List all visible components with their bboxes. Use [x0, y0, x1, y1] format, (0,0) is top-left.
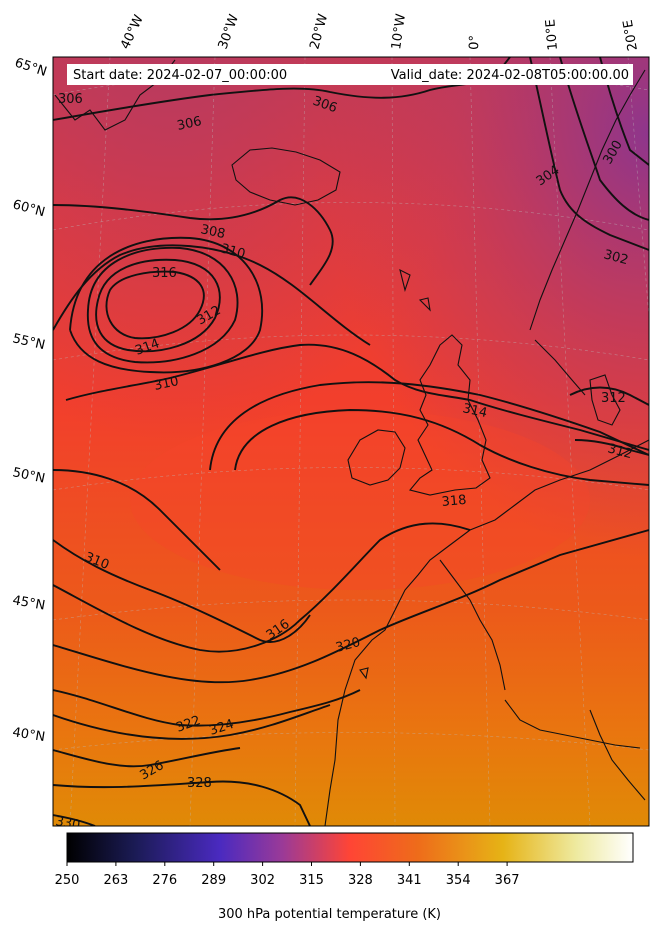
contour-label: 328	[187, 776, 212, 791]
colorbar-tick-label: 289	[201, 873, 226, 888]
contour-label: 330	[54, 814, 81, 833]
map-frame	[52, 56, 650, 827]
lat-label-60n: 60°N	[11, 197, 47, 220]
colorbar-tick-label: 341	[397, 873, 422, 888]
contour-label: 320	[334, 635, 362, 656]
colorbar-ticks: 250 263 276 289 302 315 328 341 354 367	[55, 862, 520, 888]
temperature-field	[53, 57, 649, 826]
contour-label: 318	[441, 493, 467, 510]
start-date-text: Start date: 2024-02-07_00:00:00	[73, 68, 287, 83]
norway-coast	[529, 69, 646, 331]
ireland-coast	[347, 429, 406, 486]
colorbar-title: 300 hPa potential temperature (K)	[217, 907, 441, 922]
colorbar-tick-label: 250	[55, 873, 80, 888]
contour-label: 310	[219, 241, 247, 262]
graticule	[53, 57, 649, 826]
colorbar-tick-label: 263	[103, 873, 128, 888]
longitude-labels: 40°W 30°W 20°W 10°W 0° 10°E 20°E	[118, 12, 641, 52]
contour-316-closed	[105, 270, 205, 340]
valid-date-text: Valid_date: 2024-02-08T05:00:00.00	[391, 68, 629, 83]
contour-label: 324	[208, 717, 236, 739]
contour-label: 316	[152, 266, 177, 281]
colorbar-tick-label: 367	[495, 873, 520, 888]
lat-label-45n: 45°N	[11, 593, 46, 613]
iberia-coast	[504, 699, 641, 749]
lat-label-40n: 40°N	[11, 725, 46, 745]
colorbar-tick-label: 354	[446, 873, 471, 888]
lon-label-40w: 40°W	[118, 13, 147, 52]
lon-label-30w: 30°W	[216, 12, 242, 51]
contour-labels: 306 306 306 308 310 310 312 314 316 316 …	[54, 92, 634, 833]
lat-label-50n: 50°N	[11, 465, 46, 486]
lon-label-10w: 10°W	[389, 13, 409, 51]
latitude-labels: 65°N 60°N 55°N 50°N 45°N 40°N	[11, 56, 49, 746]
iceland-coast	[231, 147, 341, 206]
colorbar-tick-label: 315	[299, 873, 324, 888]
lon-label-20w: 20°W	[307, 12, 331, 51]
colorbar-tick-label: 302	[250, 873, 275, 888]
great-britain-coast	[409, 334, 491, 496]
contour-label: 308	[199, 222, 226, 242]
contour-label: 302	[602, 247, 630, 268]
colorbar: 250 263 276 289 302 315 328 341 354 367	[55, 832, 634, 888]
lat-label-55n: 55°N	[11, 331, 46, 353]
contour-label: 306	[58, 92, 83, 107]
lon-label-10e: 10°E	[543, 19, 561, 51]
contour-label: 310	[153, 374, 180, 394]
lat-label-65n: 65°N	[13, 56, 49, 80]
contour-label: 312	[601, 391, 626, 406]
header-box	[67, 64, 633, 85]
contour-label: 306	[176, 114, 203, 134]
colorbar-tick-label: 328	[348, 873, 373, 888]
isentrope-contours	[53, 57, 649, 826]
coastlines	[54, 59, 649, 826]
europe-coast	[324, 439, 649, 826]
lon-label-0: 0°	[467, 35, 483, 50]
contour-label: 312	[606, 441, 634, 462]
colorbar-tick-label: 276	[152, 873, 177, 888]
denmark-coast	[589, 374, 621, 426]
colorbar-gradient	[66, 832, 634, 863]
lon-label-20e: 20°E	[621, 19, 641, 52]
contour-label: 314	[461, 401, 488, 421]
